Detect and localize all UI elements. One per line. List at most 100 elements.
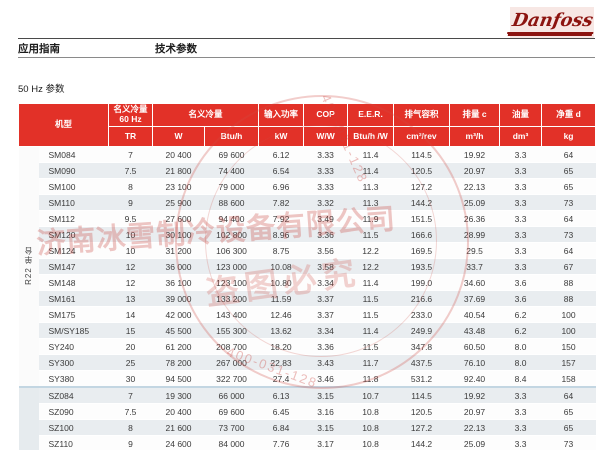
cell-btuh: 155 300 <box>204 322 259 339</box>
cell-cop: 3.16 <box>303 403 348 420</box>
top-divider <box>18 38 595 39</box>
cell-cm3: 216.6 <box>393 290 450 307</box>
cell-dm3: 3.3 <box>499 403 542 420</box>
cell-btuh: 208 700 <box>204 338 259 355</box>
cell-btuh: 94 400 <box>204 210 259 227</box>
cell-cop: 3.15 <box>303 386 348 404</box>
cell-kw: 22.83 <box>258 354 304 371</box>
unit-ww: W/W <box>303 126 349 147</box>
cell-cop: 3.17 <box>303 435 348 450</box>
col-nominal-60hz: 名义冷量 60 Hz <box>108 103 154 127</box>
cell-kw: 11.59 <box>258 290 304 307</box>
row-group-label: R22 单台 <box>24 246 33 285</box>
section-title: 50 Hz 参数 <box>18 84 65 95</box>
cell-kw: 7.82 <box>258 194 304 211</box>
cell-kw: 7.76 <box>258 435 304 450</box>
cell-m3h: 33.7 <box>449 258 500 275</box>
cell-eer: 11.4 <box>347 146 394 163</box>
unit-kw: kW <box>258 126 305 147</box>
cell-w: 78 200 <box>152 354 205 371</box>
table-row: SZ090 7.5 20 400 69 600 6.45 3.16 10.8 120.5 20.… <box>19 403 596 420</box>
cell-model: SM084 <box>38 146 109 163</box>
unit-w: W <box>152 126 206 147</box>
cell-tr: 10 <box>108 226 153 243</box>
cell-kw: 27.4 <box>258 370 304 388</box>
cell-m3h: 25.09 <box>449 194 500 211</box>
cell-tr: 8 <box>108 419 153 436</box>
unit-cm3rev: cm³/rev <box>393 126 451 147</box>
cell-tr: 12 <box>108 274 153 291</box>
cell-eer: 11.5 <box>347 338 394 355</box>
table-row: SM090 7.5 21 800 74 400 6.54 3.33 11.4 120.5 20.… <box>19 162 596 179</box>
cell-kg: 88 <box>541 290 596 307</box>
cell-model: SZ110 <box>38 435 109 450</box>
cell-cm3: 193.5 <box>393 258 450 275</box>
cell-m3h: 22.13 <box>449 419 500 436</box>
cell-model: SY380 <box>38 370 109 388</box>
cell-cop: 3.32 <box>303 194 348 211</box>
col-oil: 油量 <box>499 103 543 127</box>
cell-eer: 11.5 <box>347 306 394 323</box>
cell-w: 39 000 <box>152 290 205 307</box>
cell-kg: 64 <box>541 146 596 163</box>
cell-w: 31 200 <box>152 242 205 259</box>
table-header: 机型 名义冷量 60 Hz 名义冷量 输入功率 COP E.E.R. 排气容积 … <box>17 103 597 147</box>
cell-m3h: 37.69 <box>449 290 500 307</box>
cell-cop: 3.33 <box>303 162 348 179</box>
table-row: SZ110 9 24 600 84 000 7.76 3.17 10.8 144.2 25.09… <box>19 435 596 450</box>
cell-cm3: 199.0 <box>393 274 450 291</box>
cell-dm3: 8.4 <box>499 370 542 388</box>
cell-tr: 9.5 <box>108 210 153 227</box>
cell-model: SM147 <box>38 258 109 275</box>
cell-m3h: 34.60 <box>449 274 500 291</box>
cell-model: SY240 <box>38 338 109 355</box>
col-nominal: 名义冷量 <box>152 103 260 127</box>
cell-cop: 3.33 <box>303 146 348 163</box>
cell-model: SM124 <box>38 242 109 259</box>
cell-m3h: 19.92 <box>449 146 500 163</box>
cell-cm3: 531.2 <box>393 370 450 388</box>
cell-eer: 11.4 <box>347 322 394 339</box>
cell-dm3: 3.3 <box>499 419 542 436</box>
cell-model: SM112 <box>38 210 109 227</box>
cell-dm3: 3.6 <box>499 290 542 307</box>
cell-eer: 10.7 <box>347 386 394 404</box>
cell-btuh: 74 400 <box>204 162 259 179</box>
cell-btuh: 79 000 <box>204 178 259 195</box>
cell-kg: 150 <box>541 338 596 355</box>
cell-dm3: 3.3 <box>499 162 542 179</box>
cell-tr: 15 <box>108 322 153 339</box>
cell-model: SM100 <box>38 178 109 195</box>
cell-kg: 65 <box>541 419 596 436</box>
cell-cop: 3.58 <box>303 258 348 275</box>
cell-kw: 8.96 <box>258 226 304 243</box>
cell-m3h: 19.92 <box>449 386 500 404</box>
cell-btuh: 69 600 <box>204 403 259 420</box>
cell-w: 36 000 <box>152 258 205 275</box>
cell-w: 20 400 <box>152 403 205 420</box>
cell-cop: 3.43 <box>303 354 348 371</box>
cell-dm3: 6.2 <box>499 322 542 339</box>
cell-kw: 6.96 <box>258 178 304 195</box>
cell-m3h: 43.48 <box>449 322 500 339</box>
unit-kg: kg <box>541 126 597 147</box>
table-row: SY300 25 78 200 267 000 22.83 3.43 11.7 437.5 76… <box>19 354 596 371</box>
cell-dm3: 3.3 <box>499 258 542 275</box>
cell-cm3: 127.2 <box>393 419 450 436</box>
cell-kg: 65 <box>541 178 596 195</box>
cell-cm3: 127.2 <box>393 178 450 195</box>
cell-kg: 157 <box>541 354 596 371</box>
col-displacement-volume: 排气容积 <box>393 103 451 127</box>
cell-cm3: 151.5 <box>393 210 450 227</box>
cell-tr: 30 <box>108 370 153 388</box>
table-row: SM/SY185 15 45 500 155 300 13.62 3.34 11.4 249.… <box>19 322 596 339</box>
cell-cop: 3.15 <box>303 419 348 436</box>
cell-model: SM148 <box>38 274 109 291</box>
cell-dm3: 6.2 <box>499 306 542 323</box>
table-row: SZ100 8 21 600 73 700 6.84 3.15 10.8 127.2 22.13… <box>19 419 596 436</box>
cell-eer: 11.4 <box>347 162 394 179</box>
cell-model: SM/SY185 <box>38 322 109 339</box>
unit-btuh: Btu/h <box>204 126 260 147</box>
cell-tr: 14 <box>108 306 153 323</box>
table-row: SM161 13 39 000 133 200 11.59 3.37 11.5 216.6 37… <box>19 290 596 307</box>
